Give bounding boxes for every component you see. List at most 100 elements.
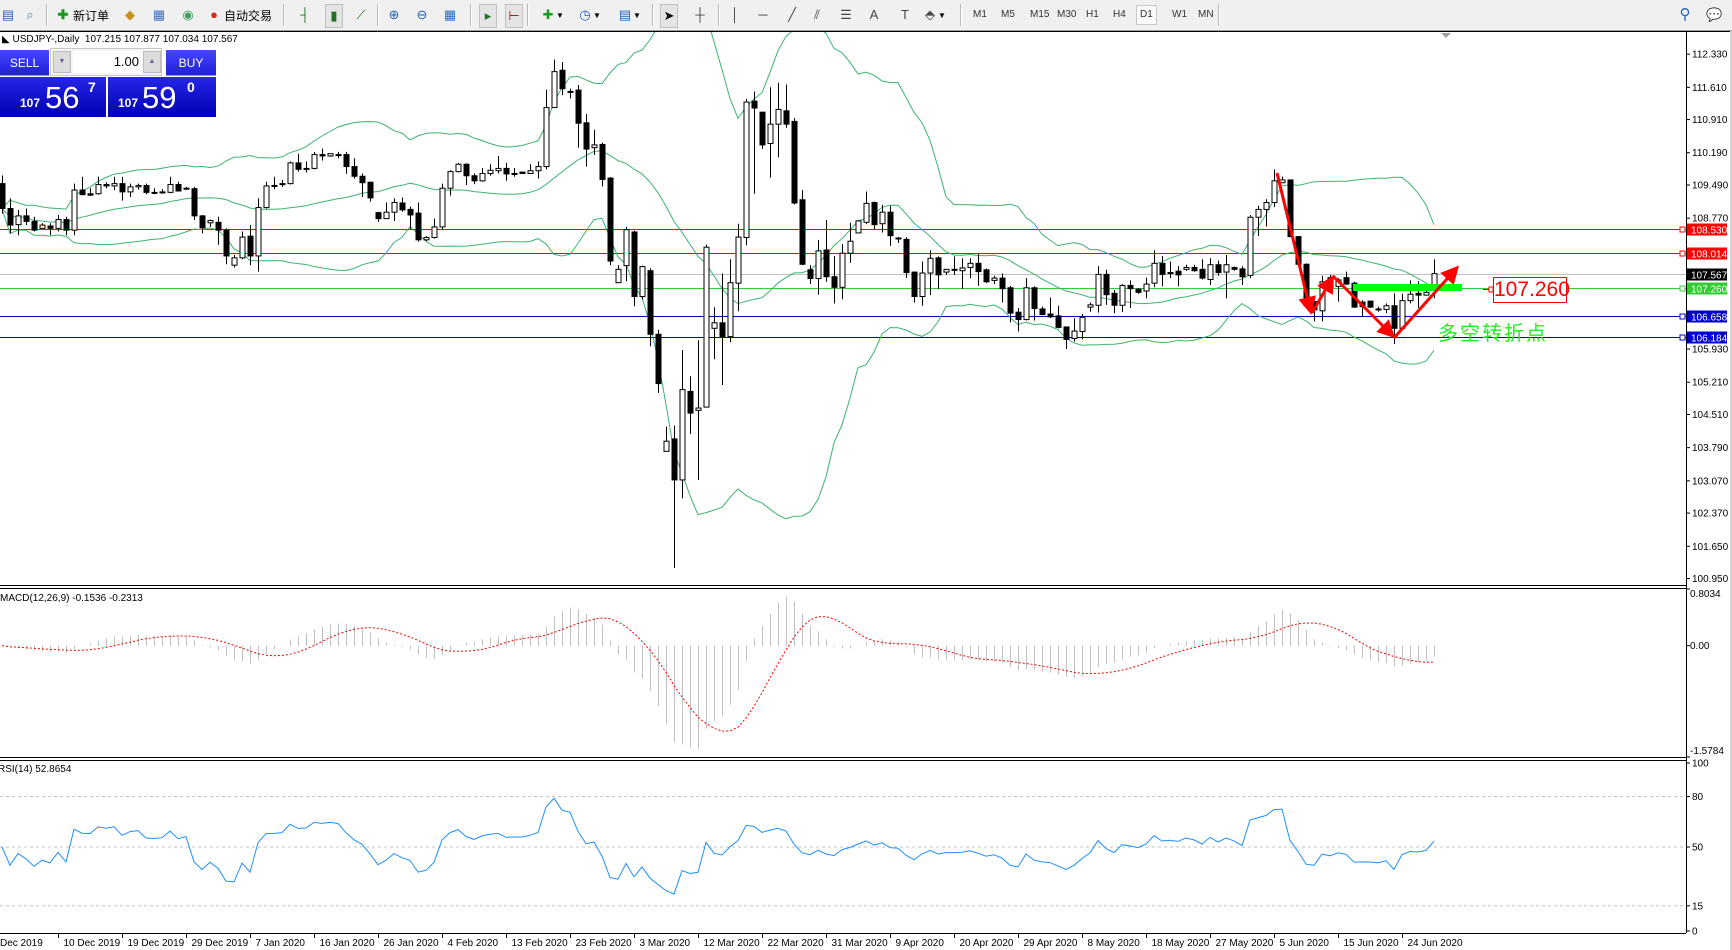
candle (479, 167, 486, 182)
timeframe-h4[interactable]: H4 (1113, 9, 1126, 20)
candle-body (287, 162, 294, 185)
candle-body (1263, 202, 1270, 210)
zoom-chart-icon[interactable]: ⌕ (26, 7, 34, 22)
timeframe-m5[interactable]: M5 (1001, 9, 1015, 20)
candle (7, 198, 14, 234)
zoom-in-icon[interactable]: ⊕ (388, 7, 400, 22)
bar-chart-icon[interactable]: ┤ (300, 7, 310, 22)
candle (55, 214, 62, 232)
search-icon[interactable]: ⚲ (1679, 6, 1691, 23)
buy-pips: 59 (142, 80, 177, 115)
lot-decrease-button[interactable]: ▼ (53, 51, 71, 73)
candlestick-icon[interactable]: ▮ (325, 4, 343, 28)
market-watch-icon[interactable]: ◆ (125, 7, 135, 22)
cursor-icon[interactable]: ➤ (660, 4, 678, 28)
timeframe-mn[interactable]: MN (1198, 9, 1214, 20)
periods-icon[interactable]: ◷ ▼ (579, 7, 601, 22)
chart-shift-icon[interactable]: ⊢ (505, 4, 523, 28)
timeframe-d1[interactable]: D1 (1136, 5, 1157, 25)
candle (871, 201, 878, 230)
signals-icon[interactable]: ◉ (182, 7, 194, 22)
lot-size-input[interactable]: 1.00 (73, 51, 143, 73)
timeframe-w1[interactable]: W1 (1172, 9, 1187, 20)
chart-window-icon[interactable]: ▤ (1, 7, 15, 22)
timeframe-h1[interactable]: H1 (1086, 9, 1099, 20)
candle (527, 164, 534, 174)
candle (95, 176, 102, 195)
buy-price[interactable]: 107 59 0 (108, 77, 216, 117)
price-annotation-label[interactable]: 107.260 (1493, 277, 1570, 303)
sell-big-figure: 107 (20, 96, 41, 110)
rsi-label: RSI(14) 52.8654 (0, 764, 72, 775)
new-order-button[interactable]: ✚ 新订单 (55, 4, 109, 26)
rsi-line (1, 797, 1435, 895)
candle-body (935, 257, 942, 276)
templates-icon[interactable]: ▤ ▼ (618, 7, 641, 22)
candle-body (751, 100, 758, 109)
indicators-icon[interactable]: ✚ ▼ (542, 7, 564, 22)
chart-shift-marker (1441, 33, 1451, 38)
horizontal-line-icon[interactable]: ─ (758, 7, 768, 22)
candle (1215, 260, 1222, 276)
turning-point-text[interactable]: 多空转折点 (1438, 321, 1548, 345)
timeframe-m30[interactable]: M30 (1057, 9, 1077, 20)
timeframe-m15[interactable]: M15 (1030, 9, 1050, 20)
candle-body (1407, 293, 1414, 302)
sell-button[interactable]: SELL (0, 50, 49, 76)
date-label: 5 Jun 2020 (1280, 938, 1330, 949)
text-label-icon[interactable]: T (901, 7, 909, 22)
candle-body (679, 389, 686, 481)
candle-body (727, 282, 734, 338)
text-icon[interactable]: A (869, 7, 879, 22)
equidistant-channel-icon[interactable]: ⫽ (814, 7, 820, 22)
auto-scroll-icon[interactable]: ▸ (479, 4, 497, 28)
sell-price[interactable]: 107 56 7 (0, 77, 106, 117)
candle (1271, 169, 1278, 208)
lot-increase-button[interactable]: ▲ (143, 51, 161, 73)
candle (143, 183, 150, 195)
collapse-triangle-icon[interactable]: ◣ (2, 34, 13, 45)
zoom-out-icon[interactable]: ⊖ (416, 7, 428, 22)
candle-body (1239, 268, 1246, 278)
candle (135, 183, 142, 190)
timeframe-m1[interactable]: M1 (973, 9, 987, 20)
arrows-icon[interactable]: ⬘ ▼ (925, 7, 946, 22)
candle (231, 255, 238, 268)
candle (655, 329, 662, 393)
auto-trading-button[interactable]: ● 自动交易 (206, 4, 272, 26)
fibonacci-icon[interactable]: ☰ (840, 7, 852, 22)
lot-size-stepper[interactable]: ▼ 1.00 ▲ (50, 48, 162, 76)
candle (415, 202, 422, 242)
candle-body (735, 236, 742, 284)
buy-button[interactable]: BUY (166, 50, 216, 76)
candle-body (535, 166, 542, 172)
candle-body (479, 172, 486, 182)
candle (743, 98, 750, 246)
candle-body (1151, 262, 1158, 284)
vertical-line-icon[interactable]: │ (730, 7, 740, 22)
candle-body (1271, 180, 1278, 204)
candle-body (927, 257, 934, 274)
candle (1047, 297, 1054, 319)
candle-body (295, 162, 302, 170)
line-chart-icon[interactable]: ⟋ (356, 7, 366, 22)
candle-body (655, 333, 662, 385)
date-label: 16 Jan 2020 (320, 938, 375, 949)
zigzag-annotation[interactable] (1275, 172, 1494, 340)
chat-icon[interactable]: 💬 (1706, 7, 1723, 22)
trendline-icon[interactable]: ╱ (788, 7, 796, 22)
candle-body (527, 170, 534, 174)
tile-windows-icon[interactable]: ▦ (443, 7, 457, 22)
candle (1063, 326, 1070, 350)
candle-body (647, 270, 654, 335)
navigator-icon[interactable]: ▦ (152, 7, 166, 22)
candle (47, 223, 54, 236)
sell-pips: 56 (45, 80, 80, 115)
candle (919, 261, 926, 306)
candle (807, 265, 814, 285)
crosshair-icon[interactable]: ┼ (695, 7, 705, 22)
candle (1071, 318, 1078, 342)
candle (575, 84, 582, 148)
macd-label: MACD(12,26,9) -0.1536 -0.2313 (0, 593, 143, 604)
